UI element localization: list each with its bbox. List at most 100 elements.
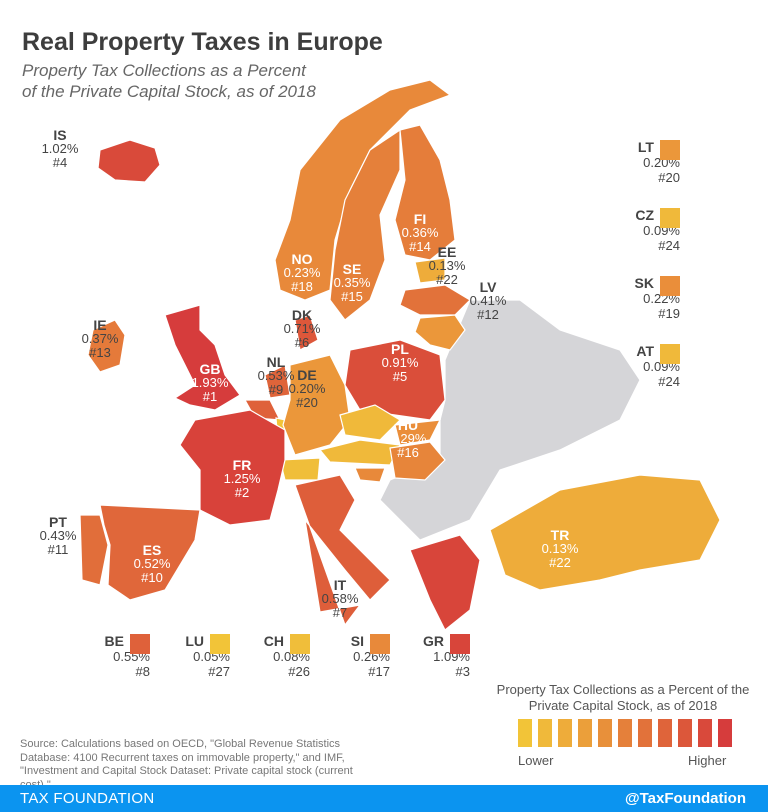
- country-gr: [409, 534, 481, 631]
- country-code: IE: [93, 317, 107, 333]
- country-label-hu: HU 0.29% #16: [378, 418, 438, 460]
- color-swatch: [660, 344, 680, 364]
- country-gb: [164, 304, 241, 411]
- country-label-fr: FR 1.25% #2: [212, 458, 272, 500]
- country-rank: #24: [658, 374, 680, 389]
- country-code: BE: [104, 633, 124, 649]
- color-swatch: [370, 634, 390, 654]
- bottom-label-ch: CH 0.08% #26: [250, 634, 310, 679]
- side-label-sk: SK 0.22% #19: [620, 276, 680, 321]
- country-code: CZ: [635, 207, 654, 223]
- country-code: LT: [637, 139, 654, 155]
- country-rank: #12: [477, 307, 499, 322]
- color-swatch: [130, 634, 150, 654]
- country-rank: #14: [409, 239, 431, 254]
- country-sk: [394, 419, 442, 446]
- country-pl: [344, 339, 446, 421]
- country-value: 0.23%: [283, 265, 321, 280]
- country-value: 0.37%: [81, 331, 119, 346]
- country-si: [354, 467, 386, 483]
- country-ie: [87, 319, 126, 373]
- country-tr: [489, 474, 721, 591]
- country-code: DE: [297, 367, 317, 383]
- footer-handle[interactable]: @TaxFoundation: [624, 790, 746, 807]
- country-code: SE: [342, 261, 362, 277]
- country-rank: #20: [296, 395, 318, 410]
- subtitle: Property Tax Collections as a Percent of…: [22, 61, 316, 101]
- country-code: DK: [291, 307, 313, 323]
- country-label-es: ES 0.52% #10: [122, 543, 182, 585]
- country-rank: #10: [141, 570, 163, 585]
- country-pt: [79, 514, 109, 586]
- country-rank: #3: [455, 664, 470, 679]
- country-dk: [294, 314, 319, 351]
- country-code: HU: [397, 417, 419, 433]
- country-label-nl: NL 0.53% #9: [246, 355, 306, 397]
- country-rank: #17: [368, 664, 390, 679]
- country-value: 1.93%: [191, 375, 229, 390]
- country-label-it: IT 0.58% #7: [310, 578, 370, 620]
- country-value: 0.41%: [469, 293, 507, 308]
- country-code: CH: [263, 633, 284, 649]
- color-swatch: [660, 208, 680, 228]
- country-value: 0.20%: [288, 381, 326, 396]
- country-value: 0.91%: [381, 355, 419, 370]
- country-rank: #26: [288, 664, 310, 679]
- country-code: PL: [391, 341, 409, 357]
- country-is: [97, 139, 161, 183]
- country-hu: [389, 441, 446, 481]
- country-rank: #20: [658, 170, 680, 185]
- country-value: 0.29%: [389, 431, 427, 446]
- country-label-is: IS 1.02% #4: [30, 128, 90, 170]
- country-label-dk: DK 0.71% #6: [272, 308, 332, 350]
- legend-swatch: [618, 719, 632, 747]
- country-code: ES: [142, 542, 162, 558]
- country-label-gb: GB 1.93% #1: [180, 362, 240, 404]
- legend-swatch: [678, 719, 692, 747]
- country-label-lv: LV 0.41% #12: [458, 280, 518, 322]
- color-swatch: [210, 634, 230, 654]
- country-rank: #5: [392, 369, 408, 384]
- country-value: 1.02%: [41, 141, 79, 156]
- footer: TAX FOUNDATION @TaxFoundation: [0, 785, 768, 812]
- country-label-no: NO 0.23% #18: [272, 252, 332, 294]
- country-es: [99, 504, 201, 601]
- country-rank: #11: [47, 542, 69, 557]
- country-code: PT: [49, 514, 67, 530]
- country-ee: [414, 257, 446, 284]
- country-fi: [394, 124, 456, 261]
- country-code: GB: [199, 361, 221, 377]
- country-rank: #19: [658, 306, 680, 321]
- country-label-de: DE 0.20% #20: [277, 368, 337, 410]
- side-label-at: AT 0.09% #24: [620, 344, 680, 389]
- legend-swatch: [698, 719, 712, 747]
- country-label-ee: EE 0.13% #22: [417, 245, 477, 287]
- bottom-label-gr: GR 1.09% #3: [410, 634, 470, 679]
- region-no-data: [379, 299, 641, 541]
- legend-swatch: [518, 719, 532, 747]
- side-label-lt: LT 0.20% #20: [620, 140, 680, 185]
- country-code: IS: [53, 127, 67, 143]
- country-code: NL: [266, 354, 286, 370]
- country-rank: #6: [294, 335, 310, 350]
- country-ch: [279, 457, 321, 481]
- legend-swatch: [658, 719, 672, 747]
- country-label-pl: PL 0.91% #5: [370, 342, 430, 384]
- source-note: Source: Calculations based on OECD, "Glo…: [20, 738, 353, 791]
- country-code: LU: [185, 633, 204, 649]
- color-swatch: [290, 634, 310, 654]
- country-it: [294, 474, 391, 627]
- country-code: SI: [350, 633, 364, 649]
- country-de: [282, 354, 351, 456]
- bottom-label-si: SI 0.26% #17: [330, 634, 390, 679]
- country-rank: #9: [268, 382, 284, 397]
- bottom-label-be: BE 0.55% #8: [90, 634, 150, 679]
- country-code: IT: [333, 577, 347, 593]
- country-label-ie: IE 0.37% #13: [70, 318, 130, 360]
- country-rank: #1: [202, 389, 218, 404]
- country-value: 0.71%: [283, 321, 321, 336]
- country-rank: #8: [135, 664, 150, 679]
- country-label-fi: FI 0.36% #14: [390, 212, 450, 254]
- country-rank: #27: [208, 664, 230, 679]
